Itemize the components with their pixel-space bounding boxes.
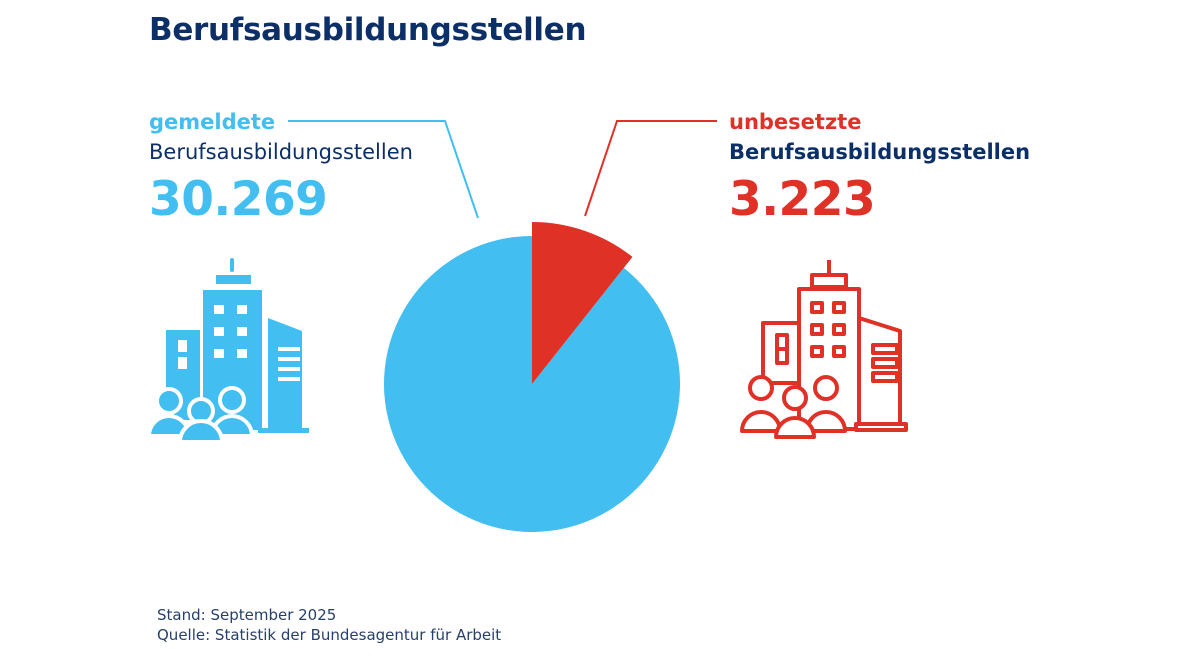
leader-line-gemeldete — [288, 120, 479, 219]
label-unbesetzte: unbesetzte Berufsausbildungsstellen 3.22… — [729, 108, 1030, 230]
chart-title: Berufsausbildungsstellen — [149, 12, 587, 48]
label-gemeldete-value: 30.269 — [149, 172, 328, 227]
label-gemeldete: gemeldete Berufsausbildungsstellen 30.26… — [149, 108, 413, 230]
footer-stand: Stand: September 2025 — [157, 606, 337, 624]
footer: Stand: September 2025 Quelle: Statistik … — [157, 605, 501, 645]
label-gemeldete-keyword: gemeldete — [149, 110, 276, 134]
office-buildings-people-outline-icon — [740, 260, 908, 439]
pie-slices — [383, 222, 680, 532]
leader-line-unbesetzte — [584, 120, 717, 217]
label-gemeldete-subtitle: Berufsausbildungsstellen — [149, 140, 413, 164]
pie-slice-unbesetzte — [532, 222, 633, 384]
label-unbesetzte-value: 3.223 — [729, 172, 876, 227]
label-unbesetzte-subtitle: Berufsausbildungsstellen — [729, 140, 1031, 164]
footer-quelle: Quelle: Statistik der Bundesagentur für … — [157, 626, 502, 644]
pie-slice-gemeldete — [383, 236, 680, 532]
office-buildings-people-icon — [146, 258, 309, 444]
label-unbesetzte-keyword: unbesetzte — [729, 110, 862, 134]
